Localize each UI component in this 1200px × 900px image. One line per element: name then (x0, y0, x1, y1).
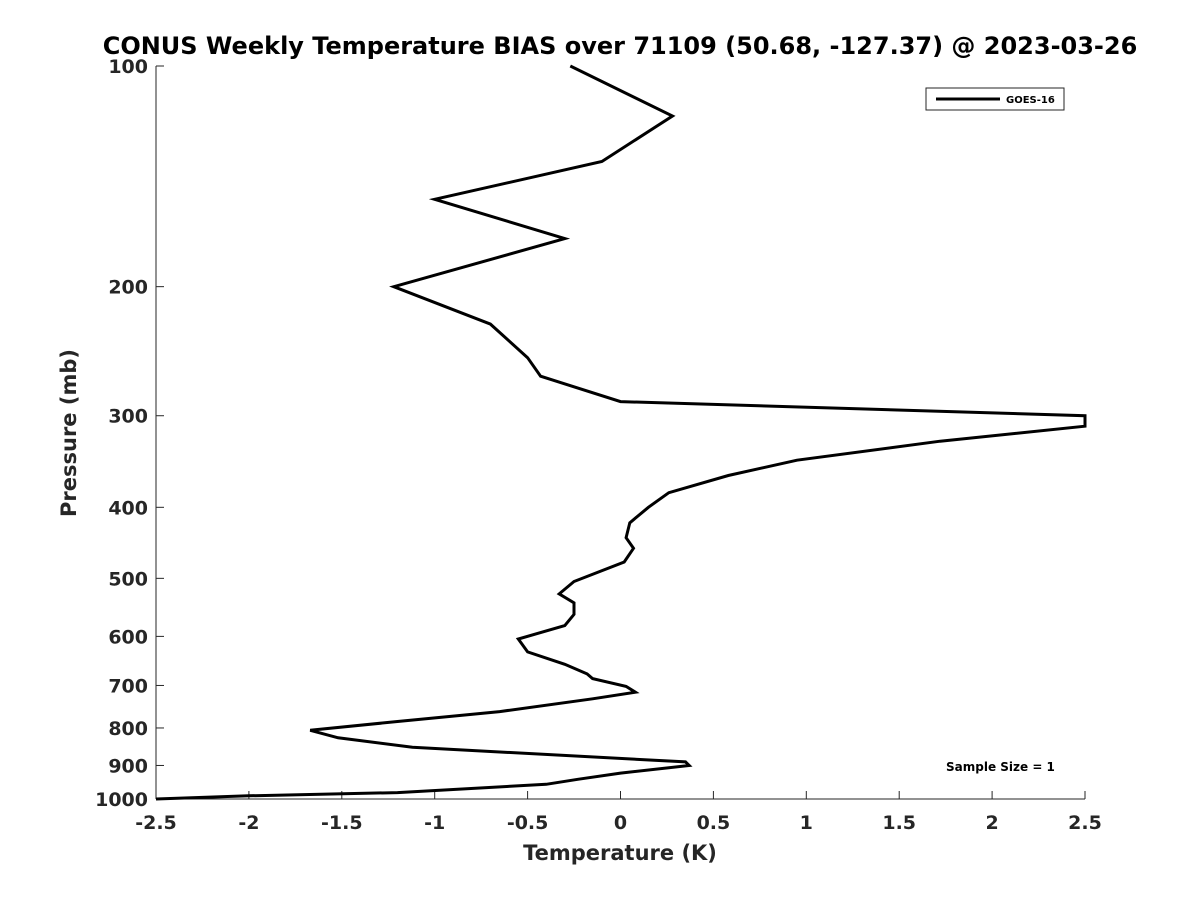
x-tick-label: -1.5 (321, 812, 363, 834)
x-tick-label: -1 (424, 812, 445, 834)
chart-title: CONUS Weekly Temperature BIAS over 71109… (103, 32, 1138, 60)
y-tick-label: 300 (108, 406, 148, 428)
y-tick-label: 700 (108, 675, 148, 697)
y-tick-label: 400 (108, 497, 148, 519)
x-ticks: -2.5 -2 -1.5 -1 -0.5 0 0.5 1 1.5 2 2.5 (135, 791, 1102, 834)
x-tick-label: 0 (614, 812, 627, 834)
x-tick-label: 2 (985, 812, 998, 834)
sample-size-annotation: Sample Size = 1 (946, 760, 1055, 774)
y-tick-label: 500 (108, 568, 148, 590)
x-tick-label: -2.5 (135, 812, 177, 834)
x-axis-label: Temperature (K) (523, 841, 717, 865)
legend: GOES-16 (925, 87, 1065, 111)
y-tick-label: 900 (108, 755, 148, 777)
y-tick-label: 1000 (95, 789, 148, 811)
series-line-goes-16 (155, 64, 1087, 801)
x-tick-label: -0.5 (507, 812, 549, 834)
x-tick-label: 1 (800, 812, 813, 834)
x-tick-label: 1.5 (882, 812, 916, 834)
y-tick-label: 800 (108, 718, 148, 740)
y-ticks: 100 200 300 400 500 600 700 800 900 1000 (95, 56, 164, 811)
x-tick-label: -2 (238, 812, 259, 834)
y-tick-label: 100 (108, 56, 148, 78)
y-tick-label: 200 (108, 277, 148, 299)
y-tick-label: 600 (108, 626, 148, 648)
axes (155, 66, 1085, 800)
x-tick-label: 2.5 (1068, 812, 1102, 834)
x-tick-label: 0.5 (697, 812, 731, 834)
series-group (155, 64, 1087, 801)
y-axis-label: Pressure (mb) (57, 349, 81, 517)
legend-label: GOES-16 (1006, 95, 1055, 106)
